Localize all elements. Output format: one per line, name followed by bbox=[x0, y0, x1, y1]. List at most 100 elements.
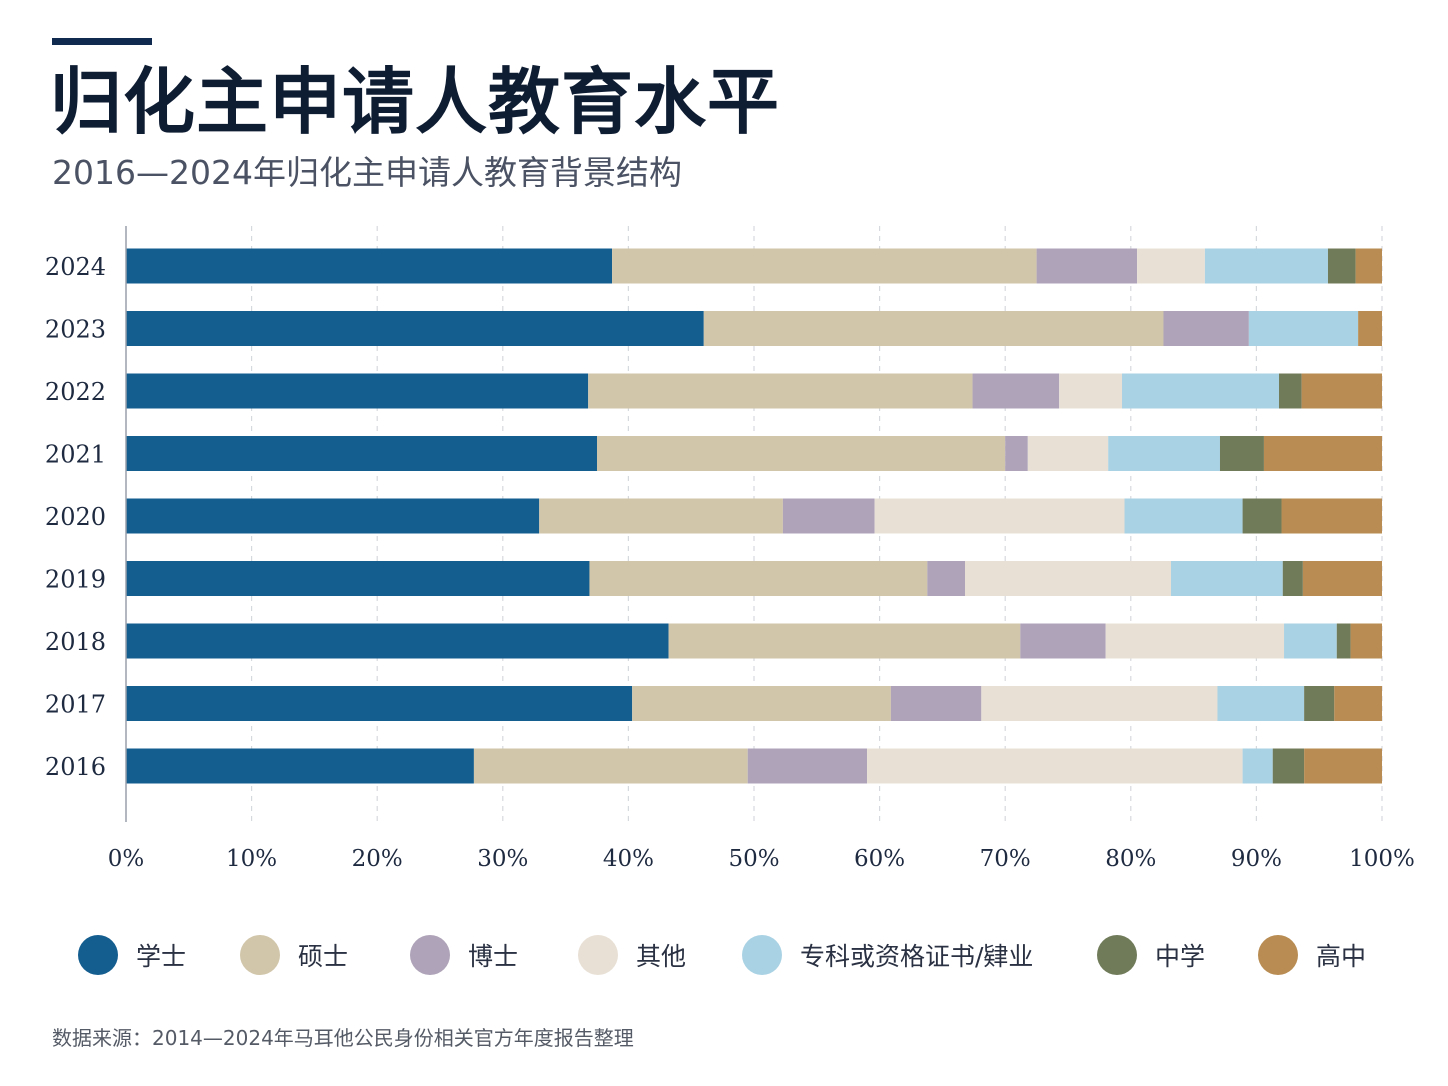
bar-segment-2020-s2 bbox=[782, 498, 875, 534]
y-category-label: 2024 bbox=[45, 253, 106, 281]
x-tick-label: 90% bbox=[1231, 846, 1282, 872]
x-tick-label: 30% bbox=[477, 846, 528, 872]
x-tick-label: 40% bbox=[603, 846, 654, 872]
legend-label: 中学 bbox=[1155, 942, 1206, 971]
bar-segment-2018-s2 bbox=[1020, 623, 1106, 659]
x-tick-label: 10% bbox=[226, 846, 277, 872]
legend-item: 高中 bbox=[1258, 933, 1366, 977]
bar-segment-2016-s6 bbox=[1304, 748, 1382, 784]
bar-segment-2024-s4 bbox=[1204, 248, 1328, 284]
x-tick-label: 70% bbox=[980, 846, 1031, 872]
bar-segment-2016-s3 bbox=[867, 748, 1243, 784]
x-tick-label: 20% bbox=[352, 846, 403, 872]
legend-swatch bbox=[742, 935, 782, 975]
bar-segment-2021-s4 bbox=[1108, 436, 1220, 471]
bar-segment-2019-s5 bbox=[1282, 561, 1303, 596]
bar-segment-2024-s6 bbox=[1355, 248, 1382, 284]
bar-segment-2017-s4 bbox=[1217, 686, 1305, 721]
bar-segment-2019-s1 bbox=[589, 561, 928, 596]
legend-label: 学士 bbox=[136, 942, 187, 971]
bar-segment-2022-s0 bbox=[126, 373, 589, 409]
bar-segment-2024-s1 bbox=[612, 248, 1037, 284]
bar-segment-2023-s1 bbox=[703, 311, 1164, 346]
bar-segment-2018-s5 bbox=[1336, 623, 1351, 659]
bar-segment-2021-s5 bbox=[1219, 436, 1264, 471]
bar-segment-2021-s2 bbox=[1005, 436, 1028, 471]
bar-segment-2021-s1 bbox=[597, 436, 1006, 471]
y-category-label: 2022 bbox=[45, 378, 106, 406]
x-tick-label: 50% bbox=[728, 846, 779, 872]
bar-segment-2018-s1 bbox=[668, 623, 1021, 659]
bar-segment-2017-s0 bbox=[126, 686, 633, 721]
legend-label: 其他 bbox=[636, 942, 687, 971]
bar-segment-2021-s0 bbox=[126, 436, 597, 471]
bar-segment-2017-s3 bbox=[981, 686, 1218, 721]
bar-segment-2020-s5 bbox=[1242, 498, 1282, 534]
legend-label: 硕士 bbox=[298, 942, 349, 971]
bar-segment-2022-s2 bbox=[972, 373, 1060, 409]
bar-segment-2019-s3 bbox=[965, 561, 1171, 596]
legend-label: 博士 bbox=[468, 942, 519, 971]
bar-segment-2024-s2 bbox=[1036, 248, 1138, 284]
legend-item: 专科或资格证书/肄业 bbox=[742, 933, 1033, 977]
bar-segment-2018-s6 bbox=[1350, 623, 1382, 659]
bar-segment-2022-s3 bbox=[1059, 373, 1123, 409]
legend-item: 其他 bbox=[578, 933, 686, 977]
y-category-label: 2023 bbox=[45, 316, 106, 344]
bar-segment-2022-s1 bbox=[588, 373, 973, 409]
chart-title: 归化主申请人教育水平 bbox=[50, 60, 781, 144]
bar-segment-2019-s6 bbox=[1302, 561, 1382, 596]
bar-segment-2018-s3 bbox=[1105, 623, 1285, 659]
y-category-label: 2016 bbox=[45, 753, 106, 781]
bar-segment-2016-s2 bbox=[747, 748, 868, 784]
bar-segment-2017-s2 bbox=[890, 686, 982, 721]
bar-segment-2016-s5 bbox=[1272, 748, 1305, 784]
x-tick-label: 0% bbox=[108, 846, 145, 872]
bar-segment-2023-s6 bbox=[1358, 311, 1382, 346]
bar-segment-2022-s4 bbox=[1122, 373, 1280, 409]
bar-segment-2023-s0 bbox=[126, 311, 704, 346]
chart-legend: 学士 硕士 博士 其他 专科或资格证书/肄业 中学 高中 bbox=[78, 933, 1418, 977]
x-tick-label: 60% bbox=[854, 846, 905, 872]
bar-segment-2020-s6 bbox=[1281, 498, 1382, 534]
bar-segment-2022-s5 bbox=[1279, 373, 1302, 409]
legend-swatch bbox=[1258, 935, 1298, 975]
bars bbox=[126, 248, 1382, 784]
bar-segment-2021-s3 bbox=[1027, 436, 1109, 471]
bar-segment-2024-s5 bbox=[1327, 248, 1356, 284]
bar-segment-2018-s4 bbox=[1284, 623, 1337, 659]
bar-segment-2023-s4 bbox=[1248, 311, 1359, 346]
x-tick-label: 100% bbox=[1349, 846, 1415, 872]
y-category-label: 2020 bbox=[45, 503, 106, 531]
legend-label: 专科或资格证书/肄业 bbox=[800, 942, 1034, 971]
bar-segment-2020-s4 bbox=[1124, 498, 1243, 534]
bar-segment-2016-s1 bbox=[473, 748, 748, 784]
bar-segment-2022-s6 bbox=[1301, 373, 1382, 409]
bar-segment-2024-s3 bbox=[1137, 248, 1205, 284]
legend-swatch bbox=[240, 935, 280, 975]
y-category-label: 2019 bbox=[45, 566, 106, 594]
bar-segment-2020-s1 bbox=[539, 498, 783, 534]
axes: 0% 10% 20% 30% 40% 50% 60% 70% 80% 90% 100% 2024 202… bbox=[45, 226, 1415, 872]
legend-swatch bbox=[78, 935, 118, 975]
bar-segment-2024-s0 bbox=[126, 248, 613, 284]
bar-segment-2021-s6 bbox=[1263, 436, 1382, 471]
legend-swatch bbox=[578, 935, 618, 975]
bar-segment-2017-s5 bbox=[1304, 686, 1335, 721]
bar-segment-2017-s6 bbox=[1334, 686, 1382, 721]
bar-segment-2020-s0 bbox=[126, 498, 540, 534]
chart-subtitle: 2016—2024年归化主申请人教育背景结构 bbox=[52, 153, 682, 192]
bar-segment-2017-s1 bbox=[632, 686, 891, 721]
bar-segment-2018-s0 bbox=[126, 623, 669, 659]
legend-item: 中学 bbox=[1097, 933, 1205, 977]
legend-item: 学士 bbox=[78, 933, 186, 977]
legend-item: 硕士 bbox=[240, 933, 348, 977]
bar-segment-2016-s0 bbox=[126, 748, 474, 784]
bar-segment-2023-s2 bbox=[1163, 311, 1249, 346]
legend-swatch bbox=[1097, 935, 1137, 975]
title-accent-bar bbox=[52, 38, 152, 45]
bar-segment-2019-s4 bbox=[1170, 561, 1283, 596]
bar-segment-2020-s3 bbox=[874, 498, 1125, 534]
bar-segment-2019-s2 bbox=[927, 561, 966, 596]
legend-item: 博士 bbox=[410, 933, 518, 977]
